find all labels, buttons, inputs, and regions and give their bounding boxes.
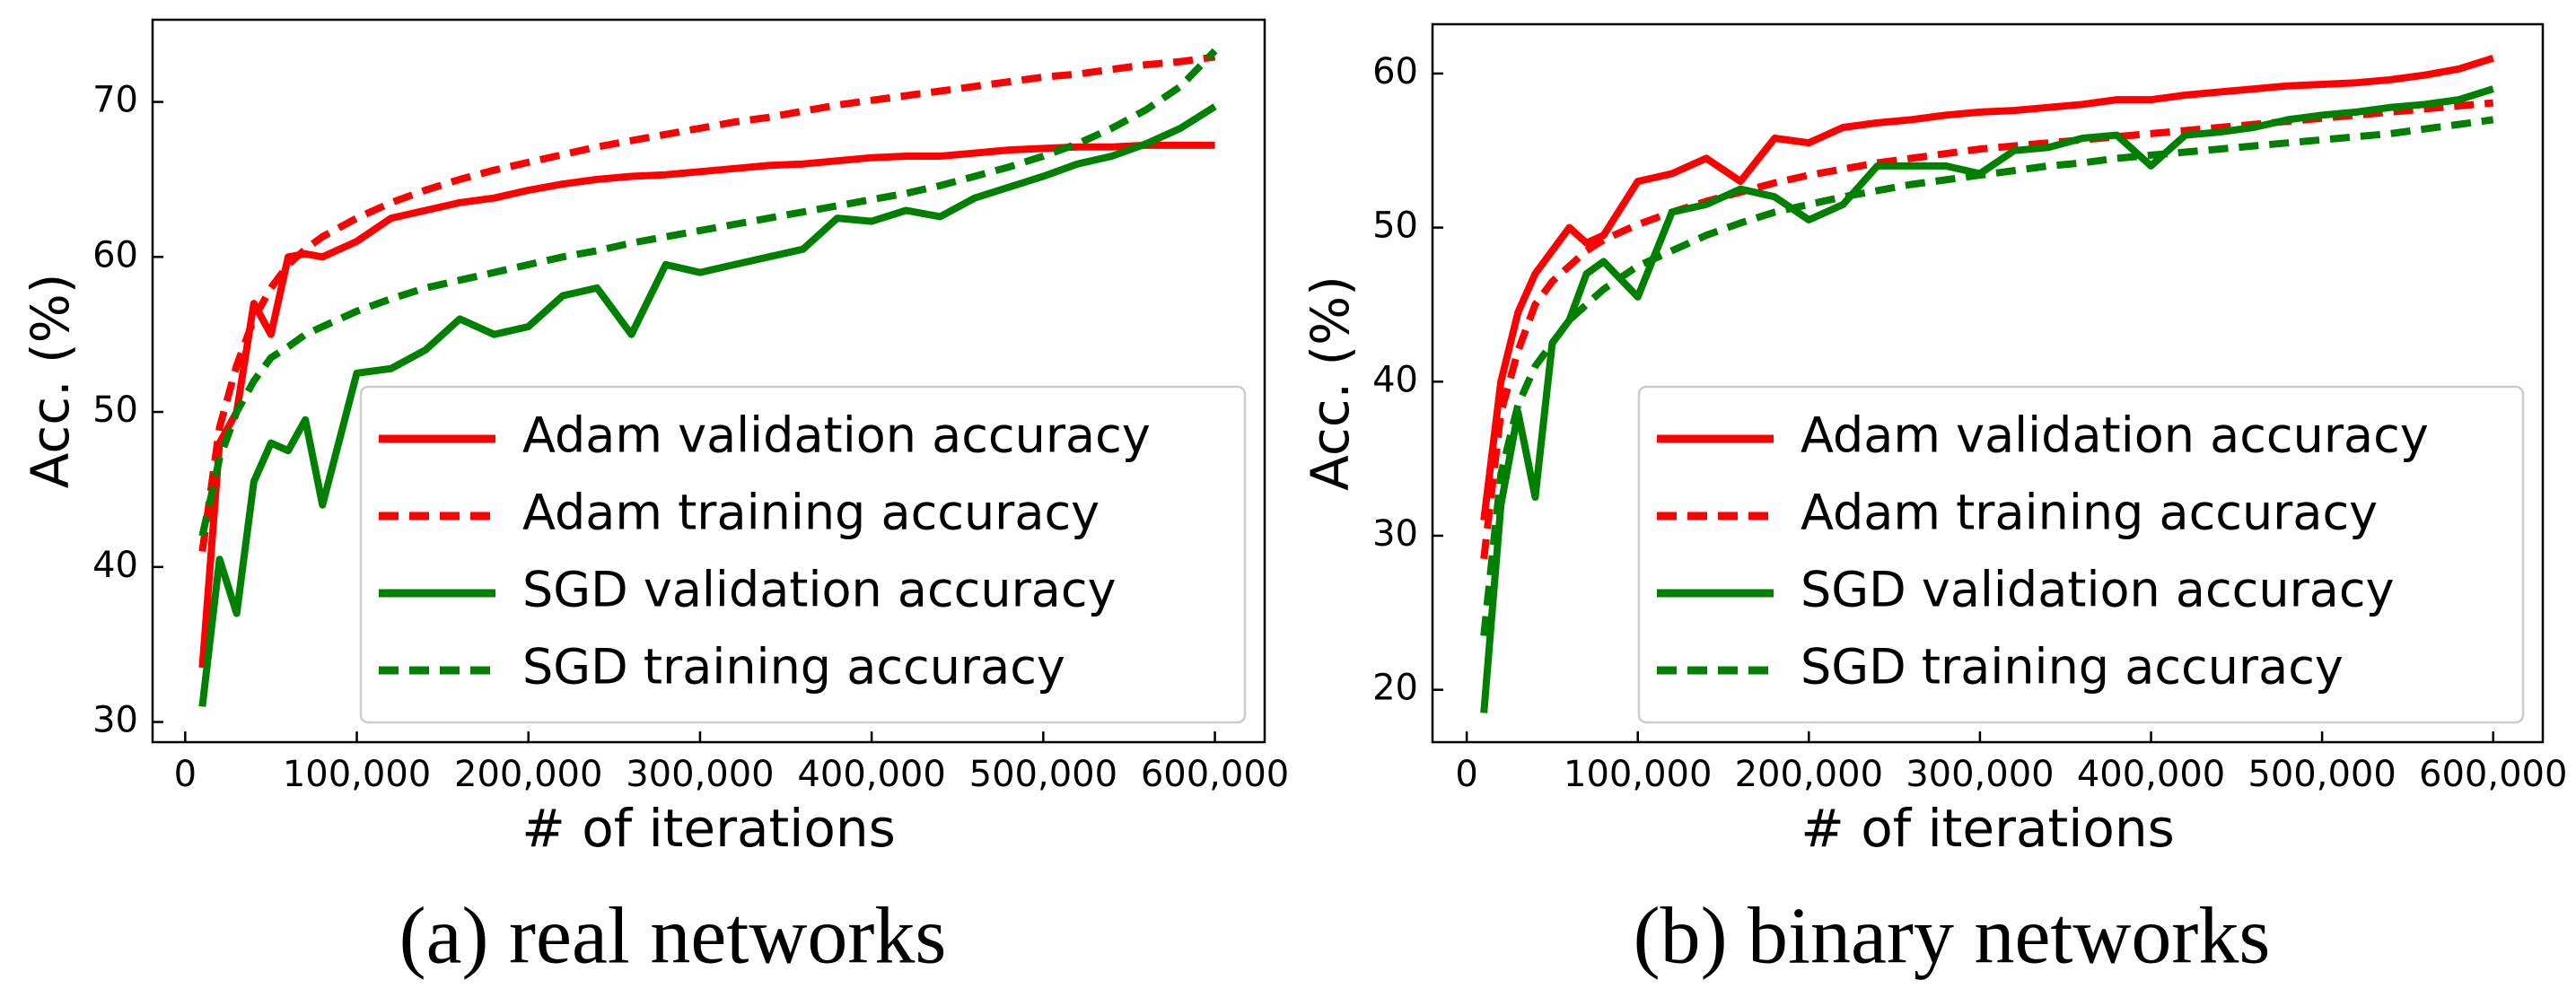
chart-panel: 30 40 50 60 70 0 100,000 200,000 300,000 400,000 5… [20,18,1289,981]
x-tick-label: 300,000 [626,754,774,795]
caption: (b) binary networks [1634,892,2271,981]
legend-label: Adam validation accuracy [522,407,1151,464]
x-tick-label: 400,000 [2077,754,2225,795]
x-axis-label: # of iterations [1801,798,2175,859]
y-tick-label: 20 [1372,668,1418,709]
data-line [198,48,1218,538]
plot-frame [1431,22,2545,744]
data-line [198,103,1217,707]
legend-label: Adam training accuracy [522,485,1100,541]
x-tick-label: 200,000 [1735,754,1883,795]
plot-frame [151,18,1266,744]
legend: Adam validation accuracy Adam training ac… [359,385,1247,724]
y-tick-label: 40 [1372,359,1418,400]
y-tick-label: 40 [92,545,138,586]
caption: (a) real networks [399,892,947,981]
x-tick-label: 600,000 [1141,754,1289,795]
x-tick-label: 400,000 [797,754,945,795]
x-tick-label: 500,000 [969,754,1117,795]
legend-label: Adam training accuracy [1801,485,2378,541]
legend-box [359,385,1247,724]
x-tick-label: 300,000 [1906,754,2054,795]
x-tick-label: 0 [1455,754,1477,795]
y-tick-label: 30 [92,700,138,741]
y-tick-label: 50 [1372,206,1418,247]
y-tick-label: 70 [92,80,138,121]
data-line [1480,85,2494,713]
y-tick-label: 60 [92,234,138,276]
y-tick-label: 30 [1372,513,1418,555]
x-tick-label: 600,000 [2419,754,2567,795]
data-line [1480,116,2494,636]
legend-box [1637,385,2525,724]
y-tick-label: 50 [92,389,138,431]
x-tick-label: 0 [174,754,197,795]
data-line [198,53,1216,553]
legend-label: SGD validation accuracy [1801,562,2395,618]
x-tick-label: 100,000 [283,754,431,795]
x-tick-label: 200,000 [454,754,602,795]
x-axis-label: # of iterations [521,798,896,859]
y-axis-label: Acc. (%) [20,274,81,489]
chart-panel: 20 30 40 50 60 0 100,000 200,000 300,000 400,000 5… [1300,22,2567,981]
legend-label: SGD validation accuracy [522,562,1117,618]
legend-label: SGD training accuracy [522,639,1065,695]
x-tick-label: 500,000 [2247,754,2396,795]
y-axis-label: Acc. (%) [1300,276,1361,491]
legend-label: SGD training accuracy [1801,639,2344,695]
legend: Adam validation accuracy Adam training ac… [1637,385,2525,724]
y-tick-label: 60 [1372,51,1418,92]
data-line [1480,54,2494,521]
legend-label: Adam validation accuracy [1801,407,2429,464]
x-tick-label: 100,000 [1564,754,1712,795]
